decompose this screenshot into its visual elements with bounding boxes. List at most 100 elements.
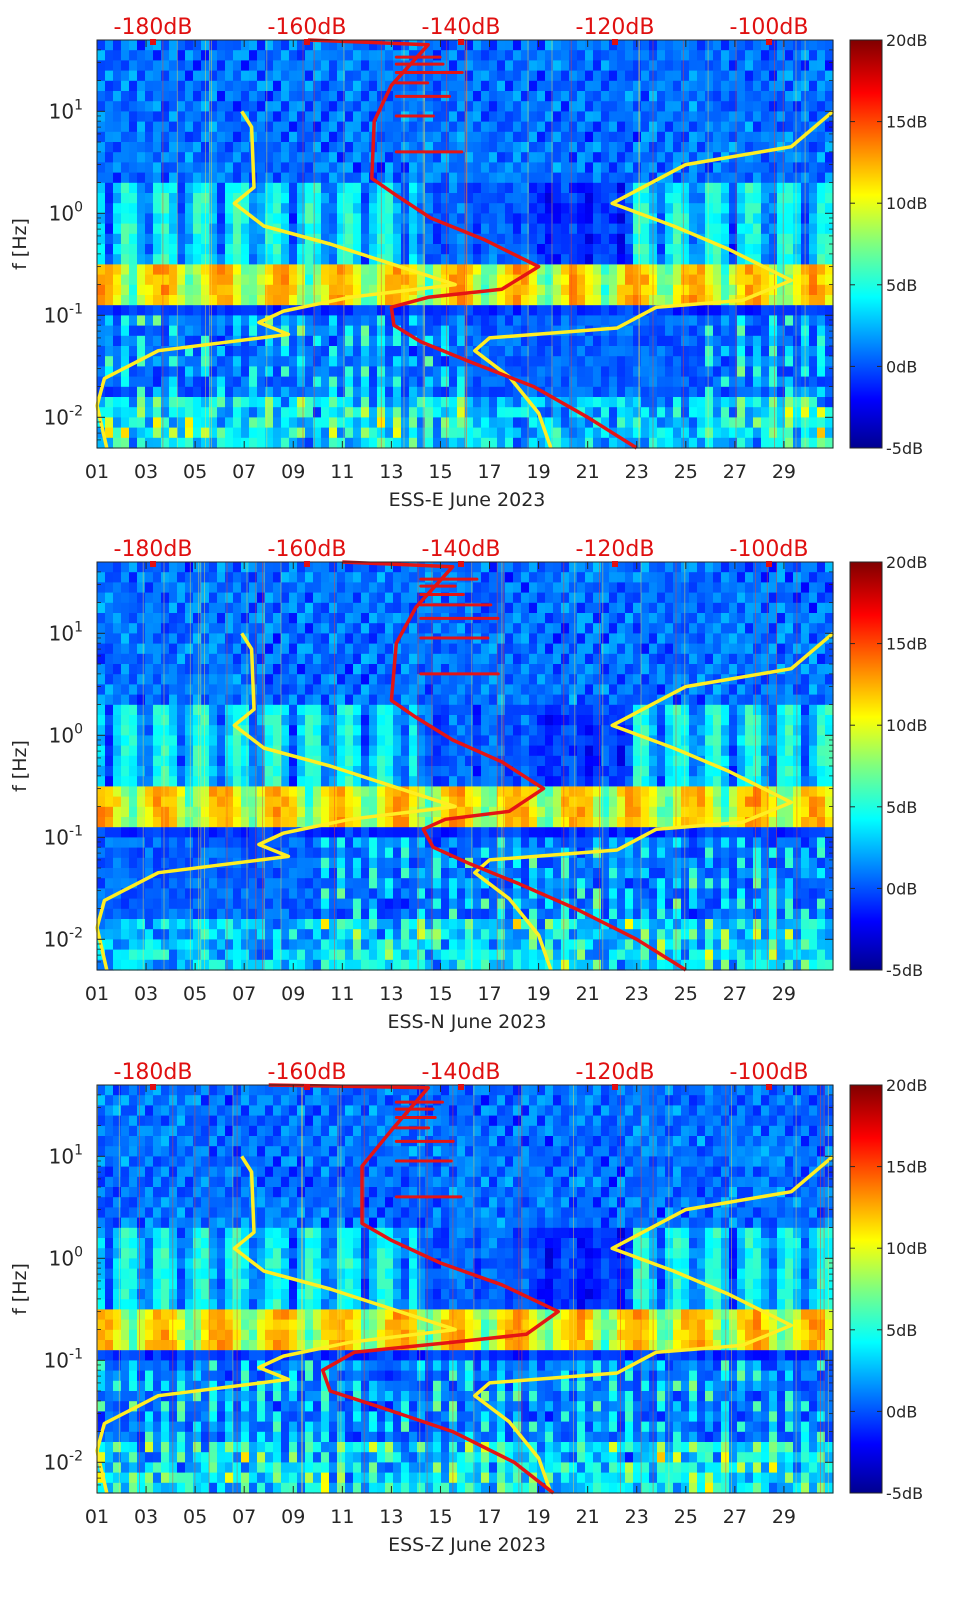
spectrogram-cell [809,162,818,174]
spectrogram-cell [641,335,650,347]
spectrogram-cell [281,735,290,747]
spectrogram-cell [769,233,778,245]
spectrogram-cell [257,305,266,316]
spectrogram-cell [185,131,194,143]
spectrogram-cell [177,407,186,418]
spectrogram-cell [585,417,594,429]
spectrogram-cell [545,346,554,357]
spectrogram-cell [113,633,122,645]
spectrogram-cell [545,356,554,367]
spectrogram-cell [673,356,682,367]
spectrogram-cell [441,305,450,316]
spectrogram-cell [113,602,122,614]
spectrogram-cell [241,131,250,143]
spectrogram-cell [225,274,234,286]
spectrogram-cell [161,213,170,225]
spectrogram-cell [473,356,482,367]
spectrogram-cell [353,274,362,286]
spectrogram-cell [721,346,730,357]
spectrogram-cell [225,888,234,900]
spectrogram-cell [209,213,218,225]
spectrogram-cell [361,244,370,255]
spectrogram-cell [217,386,226,398]
spectrogram-cell [505,295,514,306]
spectrogram-cell [529,407,538,418]
spectrogram-cell [609,264,618,276]
spectrogram-cell [561,244,570,255]
spectrogram-cell [721,366,730,378]
spectrogram-cell [497,213,506,225]
spectrogram-cell [193,602,202,614]
spectrogram-cell [281,959,290,971]
spectrogram-cell [521,315,530,327]
spectrogram-cell [753,427,762,439]
spectrogram-cell [569,131,578,143]
spectrogram-cell [265,264,274,276]
spectrogram-cell [401,233,410,245]
spectrogram-cell [737,40,746,51]
spectrogram-cell [713,295,722,306]
spectrogram-cell [129,919,138,930]
spectrogram-cell [361,50,370,61]
spectrogram-cell [209,786,218,798]
spectrogram-cell [569,233,578,245]
spectrogram-cell [569,172,578,184]
spectrogram-cell [401,386,410,398]
spectrogram-cell [313,684,322,696]
spectrogram-cell [97,572,106,583]
spectrogram-cell [665,346,674,357]
spectrogram-cell [257,111,266,123]
spectrogram-cell [553,264,562,276]
spectrogram-cell [137,766,146,777]
spectrogram-cell [313,366,322,378]
spectrogram-cell [225,806,234,818]
spectrogram-cell [793,366,802,378]
spectrogram-cell [177,101,186,112]
spectrogram-cell [297,213,306,225]
spectrogram-cell [169,664,178,675]
spectrogram-cell [105,193,114,204]
spectrogram-cell [201,715,210,726]
spectrogram-cell [257,919,266,930]
spectrogram-cell [401,223,410,235]
spectrogram-cell [137,868,146,879]
spectrogram-cell [601,80,610,92]
spectrogram-cell [161,755,170,767]
spectrogram-cell [361,274,370,286]
spectrogram-cell [193,643,202,655]
spectrogram-cell [209,254,218,265]
spectrogram-cell [113,562,122,573]
spectrogram-cell [417,417,426,429]
spectrogram-cell [817,223,826,235]
spectrogram-cell [177,674,186,685]
spectrogram-cell [297,111,306,123]
spectrogram-cell [753,335,762,347]
spectrogram-cell [225,745,234,757]
spectrogram-cell [753,142,762,153]
spectrogram-cell [169,623,178,634]
spectrogram-cell [129,786,138,798]
x-tick-label: 21 [576,461,600,483]
spectrogram-cell [137,346,146,357]
spectrogram-cell [209,50,218,61]
spectrogram-cell [545,80,554,92]
spectrogram-cell [545,213,554,225]
spectrogram-cell [393,356,402,367]
spectrogram-cell [721,315,730,327]
spectrogram-cell [137,131,146,143]
spectrogram-cell [273,664,282,675]
spectrogram-cell [145,70,154,82]
spectrogram-cell [721,407,730,418]
spectrogram-cell [105,437,114,449]
spectrogram-cell [761,315,770,327]
spectrogram-cell [209,806,218,818]
spectrogram-cell [193,376,202,388]
spectrogram-cell [193,50,202,61]
spectrogram-cell [233,868,242,879]
spectrogram-cell [777,162,786,174]
spectrogram-cell [777,407,786,418]
spectrogram-cell [121,121,130,133]
spectrogram-cell [105,919,114,930]
spectrogram-cell [169,939,178,951]
spectrogram-cell [513,295,522,306]
